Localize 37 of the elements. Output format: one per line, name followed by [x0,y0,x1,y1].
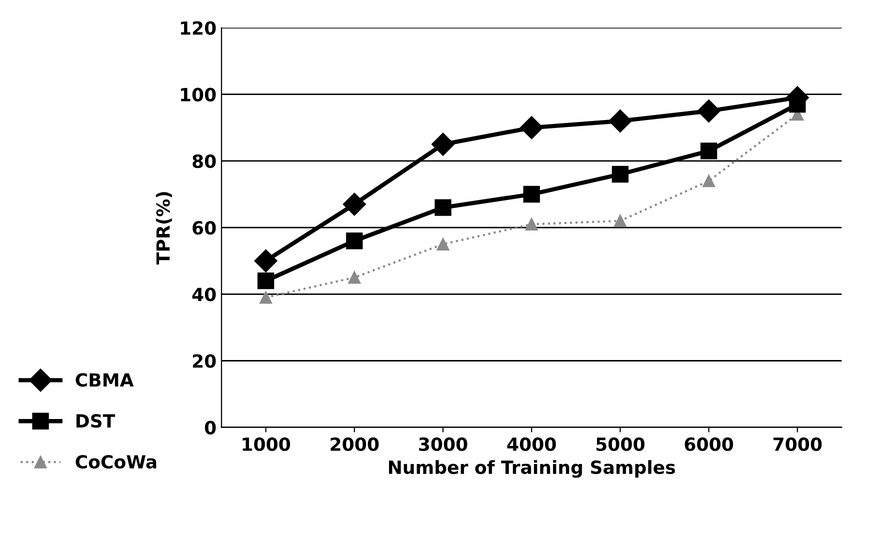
x-tick-label: 7000 [773,437,822,452]
point [260,291,272,304]
x-axis-title: Number of Training Samples [389,460,675,478]
point [436,238,450,250]
y-tick-label: 0 [204,420,216,434]
point [432,132,454,156]
legend-label: CBMA [76,373,134,387]
y-tick-label: 60 [192,221,216,235]
point [614,214,626,228]
y-tick-label: 80 [192,154,216,168]
point [697,100,720,122]
point [700,142,718,160]
x-tick-label: 2000 [330,437,379,452]
x-tick-label: 3000 [419,437,468,452]
point [346,232,363,250]
y-tick-label: 100 [180,88,216,102]
point [612,166,629,183]
point [608,109,632,132]
x-tick-label: 5000 [596,437,644,452]
x-tick-label: 6000 [684,437,734,452]
point [702,174,716,188]
y-tick-label: 20 [192,354,216,368]
point [342,192,366,216]
x-tick-label: 1000 [242,437,290,452]
point [254,249,278,272]
legend-label: DST [76,414,116,428]
point [434,199,452,216]
y-axis-title: TPR(%) [156,192,172,264]
y-tick-label: 120 [180,21,216,35]
x-tick-label: 4000 [507,437,556,452]
point [348,271,361,284]
point [525,218,538,230]
y-tick-label: 40 [192,288,216,302]
point [257,272,274,290]
legend-label: CoCoWa [76,454,156,469]
point [520,116,544,140]
point [523,186,540,203]
